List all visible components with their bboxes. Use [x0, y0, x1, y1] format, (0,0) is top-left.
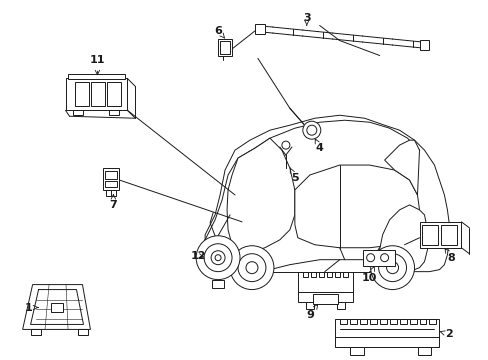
FancyBboxPatch shape — [73, 110, 83, 115]
FancyBboxPatch shape — [336, 302, 344, 310]
FancyBboxPatch shape — [326, 272, 331, 276]
FancyBboxPatch shape — [399, 319, 406, 324]
FancyBboxPatch shape — [349, 347, 363, 355]
FancyBboxPatch shape — [109, 110, 119, 115]
FancyBboxPatch shape — [389, 319, 396, 324]
FancyBboxPatch shape — [78, 329, 88, 336]
FancyBboxPatch shape — [302, 272, 307, 276]
FancyBboxPatch shape — [305, 302, 313, 310]
Text: 12: 12 — [190, 251, 205, 261]
FancyBboxPatch shape — [212, 280, 224, 288]
Text: 5: 5 — [289, 168, 298, 183]
FancyBboxPatch shape — [111, 190, 116, 196]
FancyBboxPatch shape — [334, 272, 339, 276]
FancyBboxPatch shape — [369, 319, 376, 324]
Circle shape — [281, 141, 289, 149]
FancyBboxPatch shape — [310, 272, 315, 276]
FancyBboxPatch shape — [254, 24, 264, 33]
Polygon shape — [204, 115, 448, 272]
FancyBboxPatch shape — [419, 40, 428, 50]
FancyBboxPatch shape — [50, 302, 62, 312]
Text: 7: 7 — [109, 194, 117, 210]
FancyBboxPatch shape — [379, 319, 386, 324]
FancyBboxPatch shape — [65, 78, 127, 110]
Circle shape — [229, 246, 273, 289]
FancyBboxPatch shape — [103, 168, 119, 190]
Text: 1: 1 — [25, 302, 38, 312]
FancyBboxPatch shape — [218, 39, 232, 57]
Polygon shape — [384, 140, 419, 195]
Text: 6: 6 — [214, 26, 224, 38]
FancyBboxPatch shape — [105, 181, 117, 187]
FancyBboxPatch shape — [220, 41, 229, 54]
FancyBboxPatch shape — [334, 319, 439, 347]
Text: 4: 4 — [315, 139, 323, 153]
FancyBboxPatch shape — [318, 272, 323, 276]
Text: 9: 9 — [305, 305, 317, 320]
Text: 2: 2 — [439, 329, 452, 339]
FancyBboxPatch shape — [428, 319, 436, 324]
Polygon shape — [22, 285, 90, 329]
Text: 11: 11 — [89, 55, 105, 75]
FancyBboxPatch shape — [312, 293, 337, 303]
Polygon shape — [226, 138, 294, 252]
FancyBboxPatch shape — [349, 319, 356, 324]
Text: 3: 3 — [303, 13, 310, 26]
FancyBboxPatch shape — [441, 225, 456, 245]
FancyBboxPatch shape — [91, 82, 105, 106]
Circle shape — [196, 236, 240, 280]
FancyBboxPatch shape — [107, 82, 121, 106]
FancyBboxPatch shape — [419, 222, 461, 248]
FancyBboxPatch shape — [297, 272, 352, 302]
FancyBboxPatch shape — [342, 272, 347, 276]
FancyBboxPatch shape — [75, 82, 89, 106]
FancyBboxPatch shape — [67, 75, 125, 80]
FancyBboxPatch shape — [408, 319, 416, 324]
FancyBboxPatch shape — [31, 329, 41, 336]
FancyBboxPatch shape — [359, 319, 366, 324]
Polygon shape — [294, 165, 419, 248]
Text: 10: 10 — [361, 266, 377, 283]
FancyBboxPatch shape — [362, 250, 394, 266]
FancyBboxPatch shape — [417, 347, 430, 355]
FancyBboxPatch shape — [419, 319, 426, 324]
FancyBboxPatch shape — [339, 319, 346, 324]
Polygon shape — [379, 205, 427, 272]
FancyBboxPatch shape — [106, 190, 111, 196]
FancyBboxPatch shape — [422, 225, 438, 245]
Circle shape — [370, 246, 414, 289]
FancyBboxPatch shape — [105, 171, 117, 179]
Text: 8: 8 — [444, 248, 454, 263]
Circle shape — [302, 121, 320, 139]
